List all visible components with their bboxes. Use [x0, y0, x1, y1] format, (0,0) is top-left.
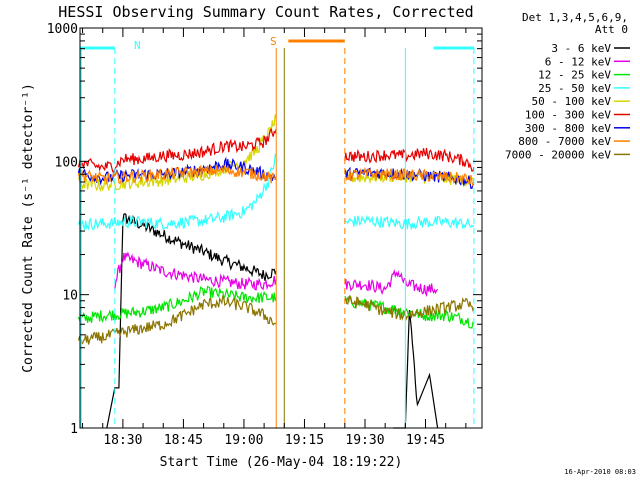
- series-25-to-50keV-kev: [77, 153, 475, 232]
- legend-entry-label: 300 - 800 keV: [525, 122, 611, 135]
- series-6-to-12keV-kev: [114, 251, 439, 298]
- series-line-segment: [77, 164, 277, 185]
- series-line-segment: [77, 285, 277, 324]
- annotation-layer: N S: [80, 35, 475, 428]
- x-tick-label: 19:00: [224, 433, 263, 448]
- series-800-to-7000keV-kev: [77, 164, 475, 187]
- legend-entry-label: 3 - 6 keV: [551, 42, 611, 55]
- legend-entry-label: 25 - 50 keV: [538, 82, 611, 95]
- x-tick-label: 18:30: [103, 433, 142, 448]
- x-tick-label: 18:45: [164, 433, 203, 448]
- series-line-segment: [106, 212, 277, 429]
- legend-entry-label: 7000 - 20000 keV: [505, 148, 611, 161]
- series-7000-to-20000keV-kev: [77, 294, 475, 345]
- y-tick-label: 1: [70, 422, 78, 437]
- series-line-segment: [77, 156, 277, 186]
- legend-entry-label: 800 - 7000 keV: [518, 135, 611, 148]
- series-line-segment: [344, 166, 475, 187]
- series-100-to-300keV-kev: [77, 128, 475, 173]
- legend-entry-label: 12 - 25 keV: [538, 69, 611, 82]
- series-line-segment: [344, 214, 475, 230]
- chart-title: HESSI Observing Summary Count Rates, Cor…: [58, 3, 473, 21]
- series-line-segment: [344, 147, 475, 172]
- legend-entry-label: 6 - 12 keV: [545, 55, 612, 68]
- axes: 1 10 100 1000 18:30 18:45 19:00 19:15 19:30 19:45: [47, 22, 482, 448]
- x-axis-label: Start Time (26-May-04 18:19:22): [160, 455, 403, 470]
- series-line-segment: [344, 295, 475, 321]
- series-line-segment: [344, 269, 439, 298]
- y-tick-label: 10: [62, 289, 78, 304]
- series-line-segment: [77, 294, 277, 345]
- legend-header-line-1: Det 1,3,4,5,6,9,: [522, 11, 628, 24]
- series-line-segment: [77, 153, 277, 232]
- plot-frame: [79, 27, 483, 429]
- saa-marker-label: S: [270, 35, 277, 48]
- generation-timestamp: 16-Apr-2010 08:03: [564, 468, 636, 476]
- series-line-segment: [114, 251, 277, 291]
- series-line-segment: [393, 310, 439, 429]
- legend-header-line-2: Att 0: [595, 23, 628, 36]
- x-tick-label: 19:30: [345, 433, 384, 448]
- x-tick-label: 19:15: [285, 433, 324, 448]
- night-marker-label: N: [134, 39, 141, 52]
- y-tick-label: 1000: [47, 22, 78, 37]
- y-tick-label: 100: [55, 155, 78, 170]
- x-tick-label: 19:45: [406, 433, 445, 448]
- legend-entry-label: 100 - 300 keV: [525, 109, 611, 122]
- y-axis-label: Corrected Count Rate (s⁻¹ detector⁻¹): [21, 83, 36, 373]
- series-line-segment: [77, 128, 277, 173]
- plot-area: [77, 114, 475, 429]
- legend-entry-label: 50 - 100 keV: [532, 95, 612, 108]
